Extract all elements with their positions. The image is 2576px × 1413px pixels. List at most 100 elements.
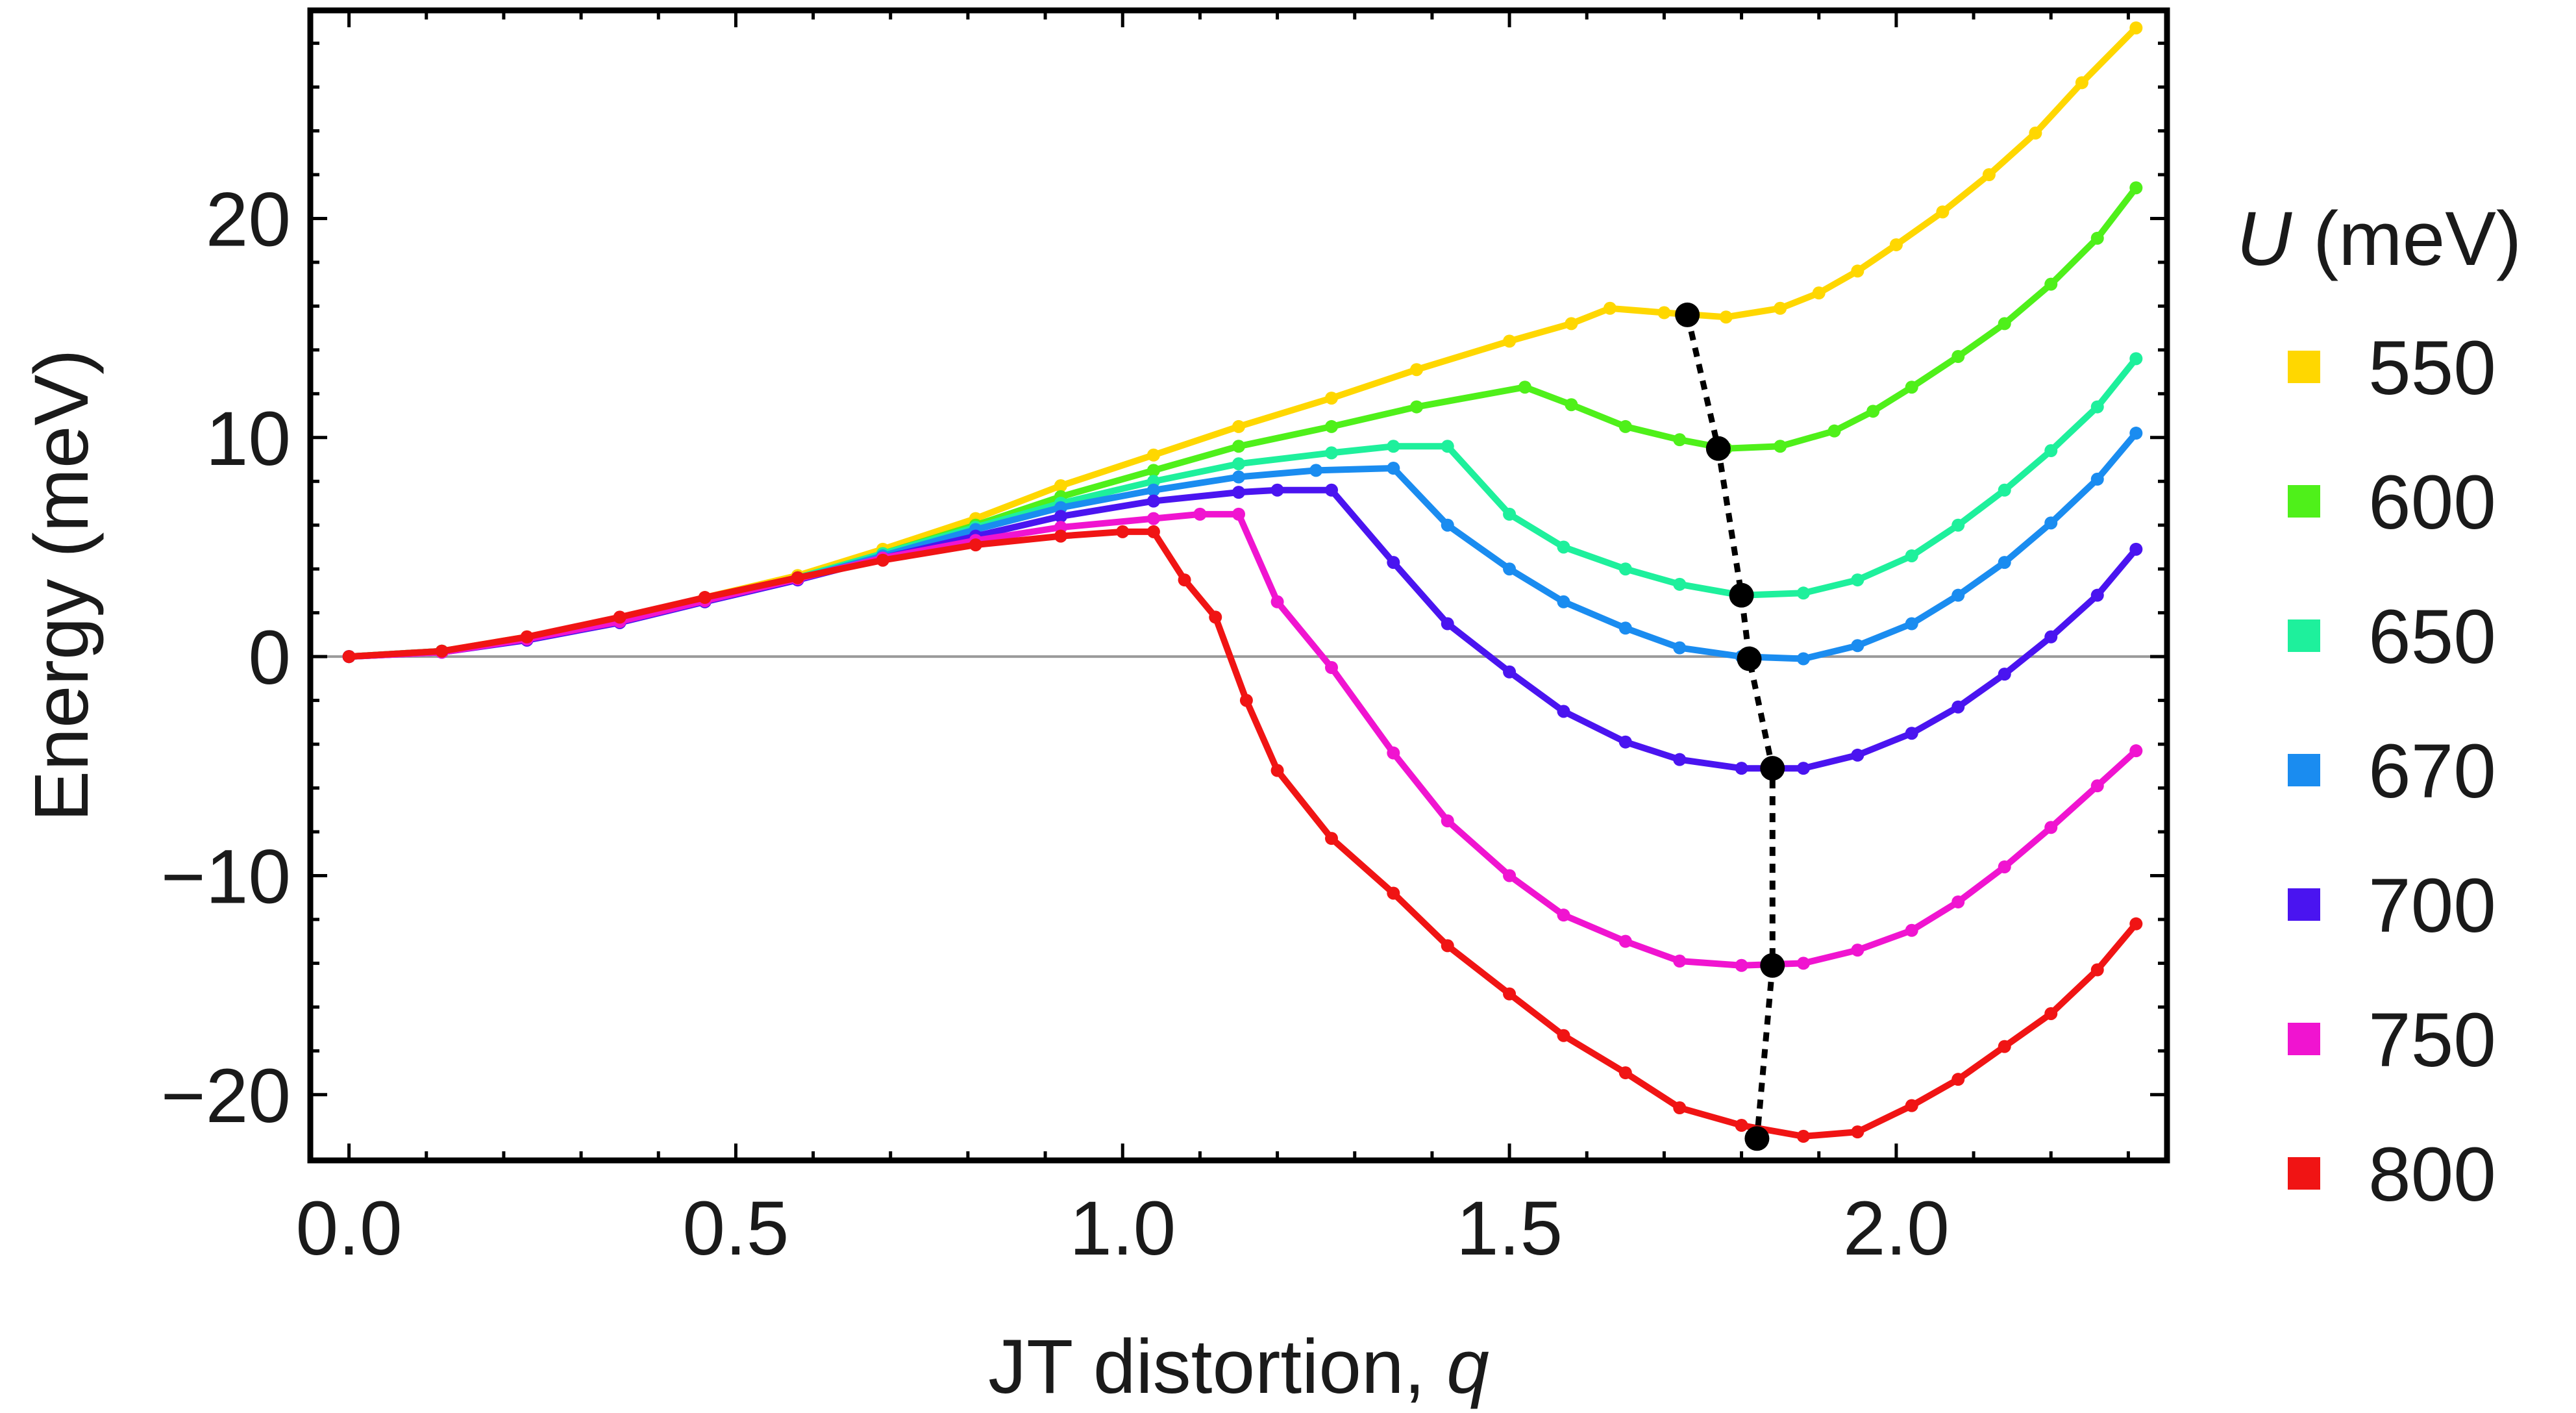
data-point-650 [2129,352,2143,366]
minimum-point [1760,756,1785,781]
data-point-670 [1557,595,1570,608]
data-point-700 [2090,588,2104,602]
data-point-800 [1270,764,1284,777]
data-point-800 [1178,573,1191,587]
legend-swatch-650 [2288,619,2320,652]
minimum-point [1729,582,1754,608]
legend: U (meV) 550 600 650 670 700 750 800 [2236,196,2521,1218]
data-point-670 [1146,483,1160,497]
data-point-700 [1270,483,1284,497]
y-tick-label: 0 [248,615,291,701]
series-line-550 [345,25,2140,660]
data-point-800 [1239,694,1253,707]
data-point-800 [1998,1040,2011,1053]
data-point-700 [2044,630,2058,644]
data-point-550 [1604,301,1616,315]
data-point-700 [1387,556,1400,569]
data-point-670 [2090,472,2104,486]
data-point-750 [1441,814,1454,828]
data-point-700 [1851,748,1864,762]
data-point-800 [1905,1099,1918,1112]
data-point-550 [1146,448,1160,462]
data-point-550 [1936,205,1950,219]
data-point-670 [1673,641,1687,655]
data-point-650 [1851,573,1864,587]
data-point-800 [1503,987,1517,1001]
data-point-670 [1441,518,1454,532]
data-point-650 [1441,440,1454,453]
data-point-700 [1673,753,1687,766]
data-point-600 [1774,440,1787,453]
data-point-550 [1325,392,1338,405]
data-point-600 [1673,433,1687,447]
data-point-750 [1998,860,2011,873]
data-point-800 [1387,886,1400,900]
data-point-750 [1387,746,1400,760]
data-point-750 [1673,955,1687,968]
data-point-600 [1410,400,1424,414]
data-point-550 [1054,479,1067,493]
x-tick-label: 0.5 [682,1186,789,1271]
data-point-750 [1503,869,1517,882]
legend-label-600: 600 [2368,460,2496,545]
data-point-550 [1889,238,1903,251]
data-point-750 [2044,821,2058,834]
data-point-700 [1325,483,1338,497]
x-tick-label: 2.0 [1843,1186,1950,1271]
data-point-670 [1851,639,1864,653]
data-point-800 [1557,1029,1570,1042]
data-point-550 [1232,419,1245,433]
data-point-800 [342,650,356,664]
data-point-800 [1209,610,1222,624]
legend-label-670: 670 [2368,729,2496,814]
series-line-750 [345,510,2140,969]
data-point-800 [1325,832,1338,845]
data-point-700 [1735,762,1748,775]
data-point-550 [2129,21,2143,34]
data-point-750 [1193,507,1207,521]
data-point-750 [2129,744,2143,758]
minimum-point [1760,953,1785,978]
data-point-550 [1565,317,1578,331]
data-point-700 [1503,665,1517,679]
data-point-600 [1905,381,1918,394]
data-point-600 [1618,419,1632,433]
x-tick-label: 1.0 [1069,1186,1176,1271]
data-point-670 [2044,516,2058,530]
data-point-650 [1673,577,1687,591]
data-point-670 [1387,462,1400,475]
y-tick-label: 20 [206,177,291,262]
data-point-670 [1618,621,1632,635]
legend-swatch-700 [2288,888,2320,921]
data-point-600 [2090,231,2104,245]
legend-label-650: 650 [2368,594,2496,680]
data-point-800 [1618,1066,1632,1080]
data-point-600 [1325,419,1338,433]
data-point-600 [1518,381,1531,394]
data-point-800 [1054,529,1067,543]
data-point-670 [1905,617,1918,631]
data-point-750 [1232,507,1245,521]
legend-title-variable: U [2236,196,2292,282]
data-point-600 [1565,398,1578,412]
data-point-650 [1618,562,1632,576]
data-point-800 [1951,1073,1965,1086]
data-point-800 [520,630,534,644]
data-point-800 [1673,1101,1687,1115]
data-point-550 [1851,264,1864,278]
legend-title: U (meV) [2236,196,2521,282]
x-tick-label: 0.0 [296,1186,402,1271]
data-point-700 [1905,727,1918,740]
data-point-750 [2090,779,2104,793]
legend-items: 550 600 650 670 700 750 800 [2288,325,2496,1218]
minimum-point [1737,646,1762,671]
data-point-650 [1387,440,1400,453]
data-point-600 [1866,405,1880,418]
data-point-650 [1557,540,1570,554]
data-point-670 [2129,427,2143,440]
data-point-750 [1618,934,1632,948]
data-point-800 [791,571,804,584]
data-point-800 [613,610,626,624]
data-point-800 [698,591,712,605]
